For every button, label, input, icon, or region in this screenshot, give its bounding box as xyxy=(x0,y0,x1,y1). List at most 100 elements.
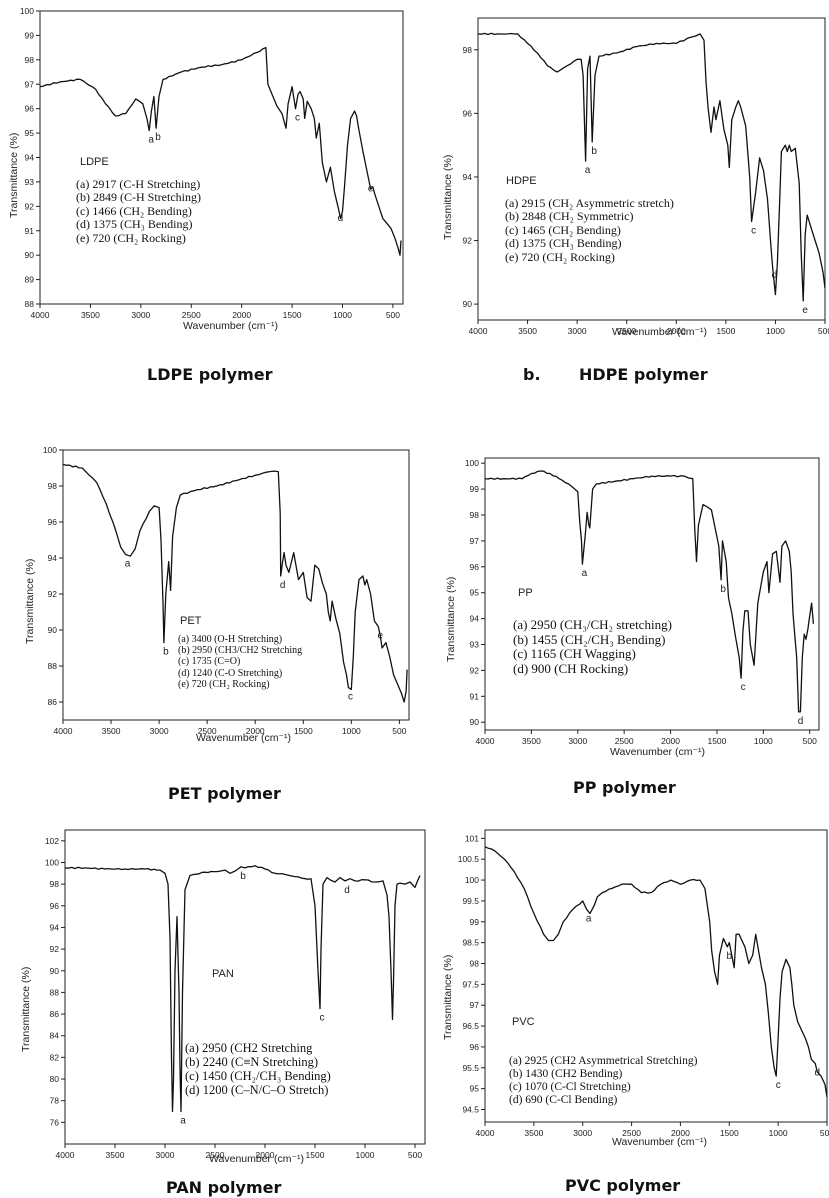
y-tick-label: 100 xyxy=(465,875,479,885)
x-tick-label: 3500 xyxy=(522,736,541,746)
x-tick-label: 3000 xyxy=(150,726,169,736)
y-tick-label: 99 xyxy=(470,484,480,494)
pvc-y-axis-label: Transmittance (%) xyxy=(442,954,454,1040)
peak-label: b xyxy=(720,584,726,595)
y-tick-label: 92 xyxy=(25,201,35,211)
chart-pet: 4000 3500 3000 2500 2000 1500 1000 500 86 88 90 92 9… xyxy=(43,445,410,736)
y-tick-label: 86 xyxy=(50,1009,60,1019)
legend-item: (c) 1450 (CH₂/CH₃ Bending) xyxy=(185,1069,331,1083)
x-tick-label: 3000 xyxy=(156,1150,175,1160)
pan-x-axis-label: Wavenumber (cm⁻¹) xyxy=(209,1153,304,1165)
y-tick-label: 98 xyxy=(25,55,35,65)
plot-frame xyxy=(484,457,820,731)
x-tick-label: 2000 xyxy=(246,726,265,736)
chart-pp: 4000 3500 3000 2500 2000 1500 1000 500 90 91 92 93 9… xyxy=(465,457,820,746)
y-tick-label: 97 xyxy=(470,536,480,546)
plot-frame xyxy=(62,449,410,721)
chart-hdpe: 4000 3500 3000 2500 2000 1500 1000 500 90 92 94 96 9… xyxy=(463,17,829,336)
x-tick-label: 1500 xyxy=(283,310,302,320)
peak-label: d xyxy=(814,1068,820,1079)
x-tick-label: 1000 xyxy=(766,326,785,336)
pp-name: PP xyxy=(518,587,533,599)
chart-panel-ldpe: 4000 3500 3000 2500 2000 1500 1000 500 88 89 90 91 9… xyxy=(0,0,415,395)
x-tick-label: 3500 xyxy=(102,726,121,736)
x-tick-label: 3500 xyxy=(81,310,100,320)
hdpe-caption-prefix: b. xyxy=(523,365,541,384)
plot-frame xyxy=(484,829,828,1123)
y-tick-label: 98.5 xyxy=(462,938,479,948)
x-tick-label: 2500 xyxy=(615,736,634,746)
y-tick-label: 95.5 xyxy=(462,1063,479,1073)
y-tick-label: 94 xyxy=(50,922,60,932)
peak-label: b xyxy=(727,951,733,962)
chart-pvc: 4000 3500 3000 2500 2000 1500 1000 500 94.5 95 95.… xyxy=(458,829,829,1138)
chart-panel-pvc: 4000 3500 3000 2500 2000 1500 1000 500 94.5 95 95.… xyxy=(415,818,829,1198)
peak-label: c xyxy=(295,113,300,124)
peak-label: d xyxy=(338,213,344,224)
legend-item: (b) 1430 (CH2 Bending) xyxy=(509,1067,623,1080)
legend-item: (c) 1466 (CH₂ Bending) xyxy=(76,203,192,218)
peak-label: a xyxy=(582,568,588,579)
y-tick-label: 98 xyxy=(463,45,473,55)
spectrum-line xyxy=(39,46,402,256)
peak-label: d xyxy=(798,716,804,727)
legend-item: (a) 3400 (O-H Stretching) xyxy=(178,634,283,645)
y-tick-label: 93 xyxy=(25,177,35,187)
chart-panel-pan: 4000 3500 3000 2500 2000 1500 1000 500 76 78 80 82 8… xyxy=(0,818,426,1198)
peak-label: c xyxy=(348,692,353,703)
x-tick-label: 2500 xyxy=(622,1128,641,1138)
x-tick-label: 500 xyxy=(818,326,829,336)
x-tick-label: 1000 xyxy=(769,1128,788,1138)
y-tick-label: 92 xyxy=(470,665,480,675)
plot-frame xyxy=(64,829,426,1145)
x-tick-label: 3000 xyxy=(568,736,587,746)
legend-item: (e) 720 (CH₂ Rocking) xyxy=(76,230,186,245)
x-tick-label: 1000 xyxy=(342,726,361,736)
y-tick-label: 91 xyxy=(25,226,35,236)
y-tick-label: 88 xyxy=(48,661,58,671)
x-tick-label: 1500 xyxy=(720,1128,739,1138)
x-tick-label: 4000 xyxy=(54,726,73,736)
y-tick-label: 99.5 xyxy=(462,896,479,906)
y-tick-label: 100 xyxy=(465,458,479,468)
y-tick-label: 92 xyxy=(463,236,473,246)
spectrum-line xyxy=(484,470,815,713)
y-tick-label: 101 xyxy=(465,833,479,843)
legend-item: (b) 1455 (CH₂/CH₃ Bending) xyxy=(513,631,666,647)
pvc-name: PVC xyxy=(512,1016,535,1028)
pan-name: PAN xyxy=(212,968,234,980)
y-tick-label: 88 xyxy=(25,299,35,309)
x-tick-label: 1500 xyxy=(306,1150,325,1160)
chart-ldpe: 4000 3500 3000 2500 2000 1500 1000 500 88 89 90 91 9… xyxy=(20,6,404,320)
x-tick-label: 3500 xyxy=(524,1128,543,1138)
spectrum-line xyxy=(484,846,828,1098)
y-tick-label: 96 xyxy=(25,104,35,114)
x-tick-label: 1000 xyxy=(754,736,773,746)
y-tick-label: 97 xyxy=(470,1000,480,1010)
x-tick-label: 4000 xyxy=(31,310,50,320)
pp-legend: (a) 2950 (CH₃/CH₂ stretching) (b) 1455 (… xyxy=(513,617,672,676)
hdpe-x-axis-label: Wavenumber (cm⁻¹) xyxy=(612,326,707,338)
plot-frame xyxy=(477,17,826,321)
legend-item: (a) 2950 (CH2 Stretching xyxy=(185,1041,313,1055)
pet-name: PET xyxy=(180,615,202,627)
ldpe-name: LDPE xyxy=(80,156,109,168)
legend-item: (d) 1375 (CH₃ Bending) xyxy=(505,236,622,251)
y-tick-label: 96.5 xyxy=(462,1021,479,1031)
x-tick-label: 2500 xyxy=(617,326,636,336)
pet-y-axis-label: Transmittance (%) xyxy=(24,558,36,644)
x-tick-label: 1500 xyxy=(707,736,726,746)
x-tick-label: 1000 xyxy=(333,310,352,320)
x-tick-label: 1500 xyxy=(294,726,313,736)
y-tick-label: 99 xyxy=(25,30,35,40)
chart-panel-pet: 4000 3500 3000 2500 2000 1500 1000 500 86 88 90 92 9… xyxy=(0,440,415,810)
x-tick-label: 2000 xyxy=(232,310,251,320)
y-tick-label: 86 xyxy=(48,697,58,707)
y-tick-label: 96 xyxy=(463,108,473,118)
peak-label: a xyxy=(586,913,592,924)
pvc-x-axis-label: Wavenumber (cm⁻¹) xyxy=(612,1136,707,1148)
x-tick-label: 500 xyxy=(803,736,817,746)
y-tick-label: 94 xyxy=(48,553,58,563)
pan-y-axis-label: Transmittance (%) xyxy=(20,966,32,1052)
ldpe-x-axis-label: Wavenumber (cm⁻¹) xyxy=(183,320,278,332)
